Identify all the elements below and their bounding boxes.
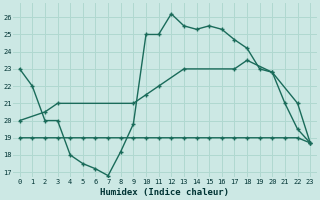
X-axis label: Humidex (Indice chaleur): Humidex (Indice chaleur) [100, 188, 229, 197]
